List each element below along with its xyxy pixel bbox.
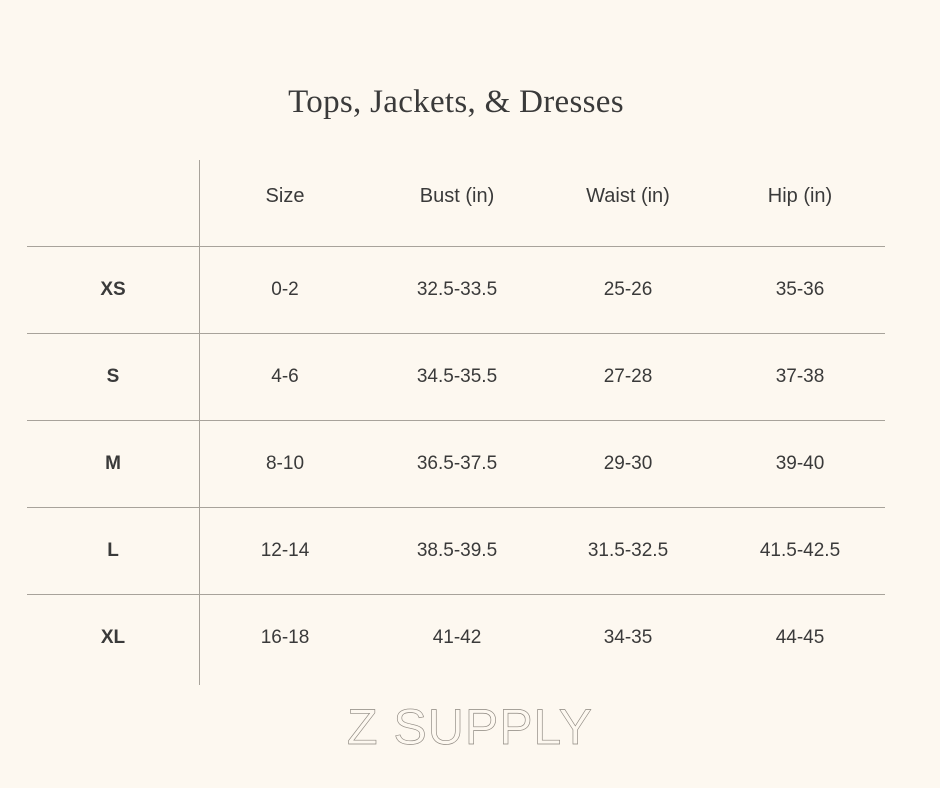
svg-text:Z SUPPLY: Z SUPPLY [347, 699, 593, 755]
